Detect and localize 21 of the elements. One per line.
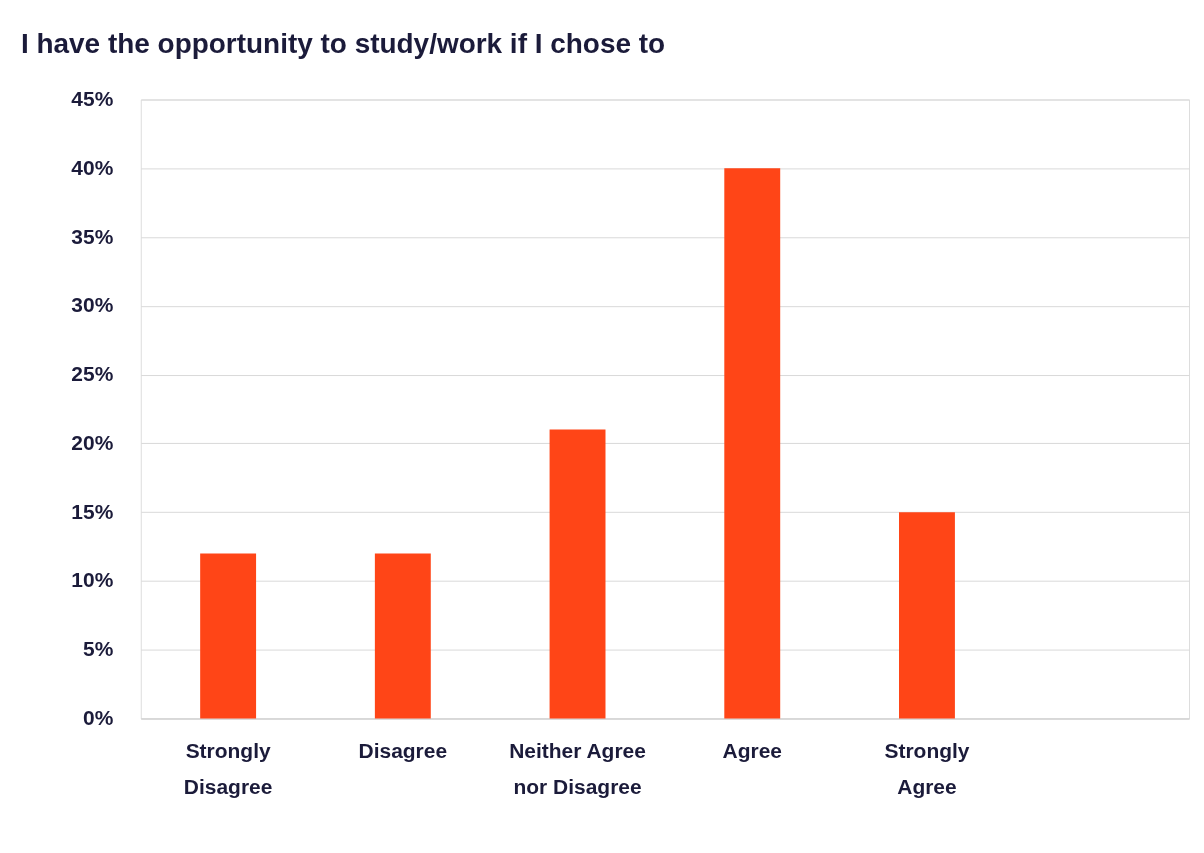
y-tick-label: 30% [71, 293, 114, 317]
bar [200, 553, 257, 719]
bar [374, 553, 431, 719]
y-tick-label: 25% [71, 362, 114, 386]
bar [899, 512, 955, 719]
bar [549, 429, 606, 719]
y-tick-label: 10% [71, 568, 114, 592]
y-tick-label: 20% [71, 430, 114, 454]
y-tick-label: 45% [71, 86, 114, 110]
x-tick-label: Strongly Agree [884, 738, 970, 798]
bar [724, 168, 781, 719]
chart-title: I have the opportunity to study/work if I chose to [20, 27, 666, 59]
x-tick-label: Neither Agree nor Disagree [509, 738, 646, 798]
y-tick-label: 0% [83, 705, 114, 729]
x-tick-label: Disagree [358, 738, 448, 762]
x-tick-label: Agree [722, 738, 782, 762]
y-tick-label: 15% [71, 499, 114, 523]
y-tick-label: 35% [71, 224, 114, 248]
y-tick-label: 40% [71, 155, 114, 179]
y-tick-label: 5% [83, 637, 114, 661]
x-tick-label: Strongly Disagree [183, 738, 273, 798]
